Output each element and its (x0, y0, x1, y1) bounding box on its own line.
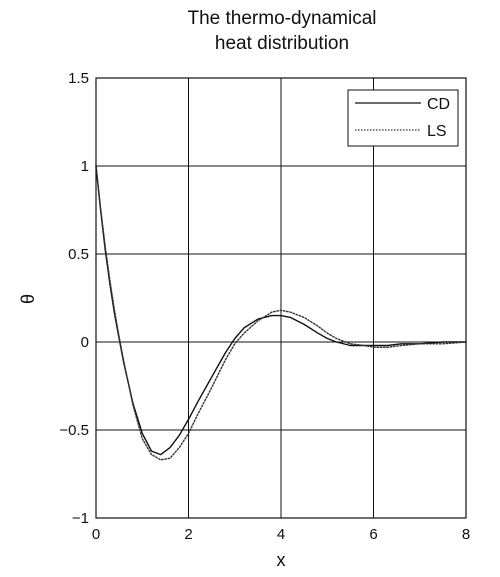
legend-label-cd: CD (427, 96, 450, 113)
x-tick-label: 6 (369, 526, 377, 543)
series-layer (95, 165, 467, 461)
x-tick-label: 2 (184, 526, 192, 543)
y-tick-label: 1.5 (68, 70, 89, 87)
y-axis-label: θ (18, 294, 38, 304)
x-tick-label: 4 (277, 526, 285, 543)
chart-title-line-1: The thermo-dynamical (187, 8, 376, 29)
y-tick-label: 0.5 (68, 246, 89, 263)
y-tick-label: −1 (72, 510, 89, 527)
x-tick-label: 8 (462, 526, 470, 543)
legend-label-ls: LS (427, 123, 447, 140)
legend-box (347, 89, 459, 147)
series-line-ls (95, 165, 467, 461)
legend: CD LS (347, 89, 459, 147)
chart-title-line-2: heat distribution (215, 33, 349, 54)
ticks: 0 2 4 6 8 −1 −0.5 0 0.5 1 1.5 (59, 70, 470, 543)
y-tick-label: 1 (81, 158, 89, 175)
y-tick-label: 0 (81, 334, 89, 351)
plot-frame (95, 77, 467, 519)
y-tick-label: −0.5 (59, 422, 89, 439)
x-tick-label: 0 (92, 526, 100, 543)
x-axis-label: x (277, 550, 286, 570)
